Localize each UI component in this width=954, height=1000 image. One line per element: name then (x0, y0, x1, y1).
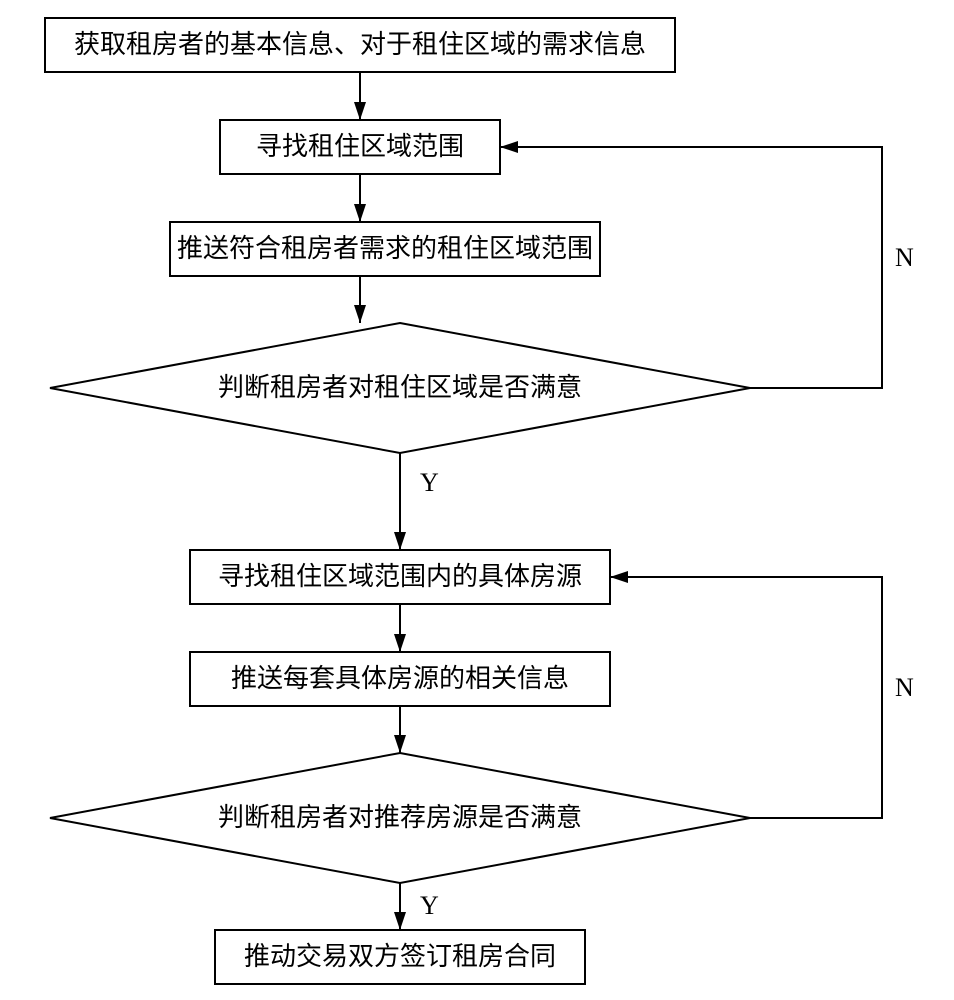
edge-label-d2-n4: N (895, 673, 914, 702)
node-n5-label: 推送每套具体房源的相关信息 (231, 664, 569, 693)
edge-d2-n4 (610, 577, 882, 818)
node-n3-label: 推送符合租房者需求的租住区域范围 (177, 234, 593, 263)
edge-label-d2-n6: Y (420, 891, 439, 920)
node-n4-label: 寻找租住区域范围内的具体房源 (218, 562, 582, 591)
node-d2-label: 判断租房者对推荐房源是否满意 (218, 803, 582, 832)
node-n1-label: 获取租房者的基本信息、对于租住区域的需求信息 (74, 30, 646, 59)
edge-label-d1-n4: Y (420, 468, 439, 497)
node-n6-label: 推动交易双方签订租房合同 (244, 942, 556, 971)
node-n2-label: 寻找租住区域范围 (256, 132, 464, 161)
node-d1-label: 判断租房者对租住区域是否满意 (218, 373, 582, 402)
edge-label-d1-n2: N (895, 243, 914, 272)
